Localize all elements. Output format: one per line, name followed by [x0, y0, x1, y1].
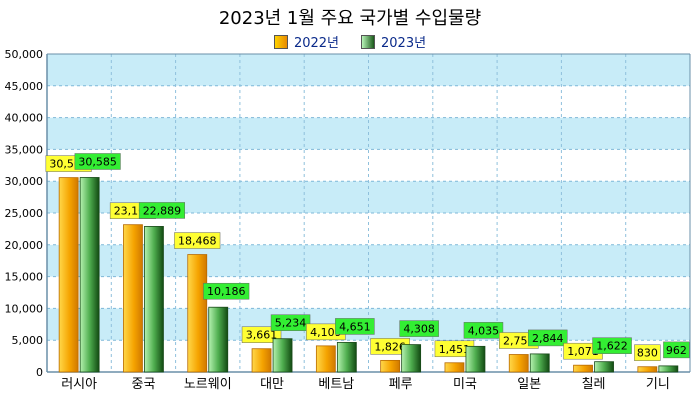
bar-2022	[444, 362, 465, 373]
value-label-2022: 1,451	[439, 343, 471, 356]
bar-2023	[658, 365, 679, 373]
bar-2023	[208, 306, 229, 373]
value-label-box-2023	[663, 341, 690, 359]
y-tick-label: 5,000	[12, 334, 44, 347]
y-tick-label: 25,000	[5, 207, 44, 220]
category-label: 중국	[131, 377, 155, 392]
y-tick-label: 20,000	[5, 239, 44, 252]
legend: 2022년 2023년	[0, 32, 700, 51]
value-label-box-2023	[74, 153, 121, 170]
category-label: 칠레	[582, 377, 606, 392]
bar-2022	[573, 364, 593, 373]
bar-2022	[123, 224, 143, 373]
legend-label-2022: 2022년	[293, 36, 339, 51]
value-label-2023: 10,186	[207, 285, 246, 298]
bar-2023	[594, 361, 614, 373]
chart-title: 2023년 1월 주요 국가별 수입물량	[218, 8, 482, 29]
value-label-box-2022	[634, 344, 661, 361]
category-label: 기니	[646, 377, 670, 392]
bar-2023	[272, 338, 293, 373]
value-label-2022: 2,751	[503, 335, 535, 348]
value-label-2023: 5,234	[275, 317, 307, 330]
legend-swatch-2022	[273, 34, 288, 49]
bar-2022	[58, 177, 79, 373]
y-tick-label: 0	[36, 366, 43, 379]
grid-band	[47, 54, 690, 86]
category-label: 노르웨이	[184, 377, 232, 392]
category-label: 일본	[517, 377, 541, 392]
category-label: 페루	[389, 377, 413, 392]
y-tick-label: 15,000	[5, 271, 44, 284]
value-label-box-2023	[138, 202, 185, 219]
y-tick-label: 10,000	[5, 302, 44, 315]
bar-2023	[336, 342, 357, 373]
value-label-box-2022	[174, 232, 221, 249]
value-label-2022: 830	[637, 347, 658, 360]
bar-2023	[529, 353, 550, 373]
category-label: 미국	[453, 377, 477, 392]
value-label-box-2023	[463, 322, 504, 339]
legend-item-2023: 2023년	[361, 32, 426, 51]
y-tick-label: 30,000	[5, 175, 44, 188]
value-label-2023: 30,585	[78, 155, 117, 168]
value-label-2022: 3,661	[246, 329, 278, 342]
value-label-2023: 1,622	[596, 340, 628, 353]
y-tick-label: 35,000	[5, 143, 44, 156]
value-label-2023: 2,844	[532, 332, 564, 345]
category-label: 베트남	[318, 377, 354, 392]
legend-label-2023: 2023년	[381, 36, 427, 51]
bar-2023	[144, 226, 164, 373]
bar-2022	[380, 359, 401, 373]
y-tick-label: 45,000	[5, 80, 44, 93]
legend-swatch-2023	[361, 34, 375, 49]
value-label-box-2023	[399, 320, 439, 337]
value-label-box-2023	[335, 318, 375, 335]
bar-2022	[315, 345, 336, 373]
value-label-box-2023	[203, 282, 250, 300]
value-label-2022: 4,109	[310, 326, 342, 339]
value-label-2023: 22,889	[143, 204, 182, 217]
value-label-2022: 18,468	[178, 235, 217, 248]
value-label-box-2023	[592, 337, 632, 354]
value-label-2023: 962	[666, 344, 687, 357]
y-tick-label: 40,000	[5, 112, 44, 125]
bar-2023	[465, 345, 486, 373]
value-label-box-2023	[270, 314, 311, 331]
y-tick-label: 50,000	[5, 48, 44, 61]
grid-band	[47, 276, 690, 309]
bar-2023	[401, 344, 422, 373]
value-label-2023: 4,035	[468, 324, 500, 337]
bar-2022	[251, 348, 272, 373]
bar-2023	[79, 177, 100, 373]
category-label: 대만	[260, 377, 284, 392]
value-label-box-2023	[528, 329, 568, 347]
bar-2022	[508, 354, 529, 373]
value-label-2022: 1,071	[567, 345, 599, 358]
value-label-2023: 4,651	[339, 320, 371, 333]
bar-2022	[637, 366, 658, 373]
bar-2022	[187, 254, 208, 373]
category-label: 러시아	[61, 377, 97, 392]
legend-item-2022: 2022년	[273, 32, 339, 51]
value-label-2022: 1,826	[374, 340, 406, 353]
value-label-2023: 4,308	[403, 323, 435, 336]
